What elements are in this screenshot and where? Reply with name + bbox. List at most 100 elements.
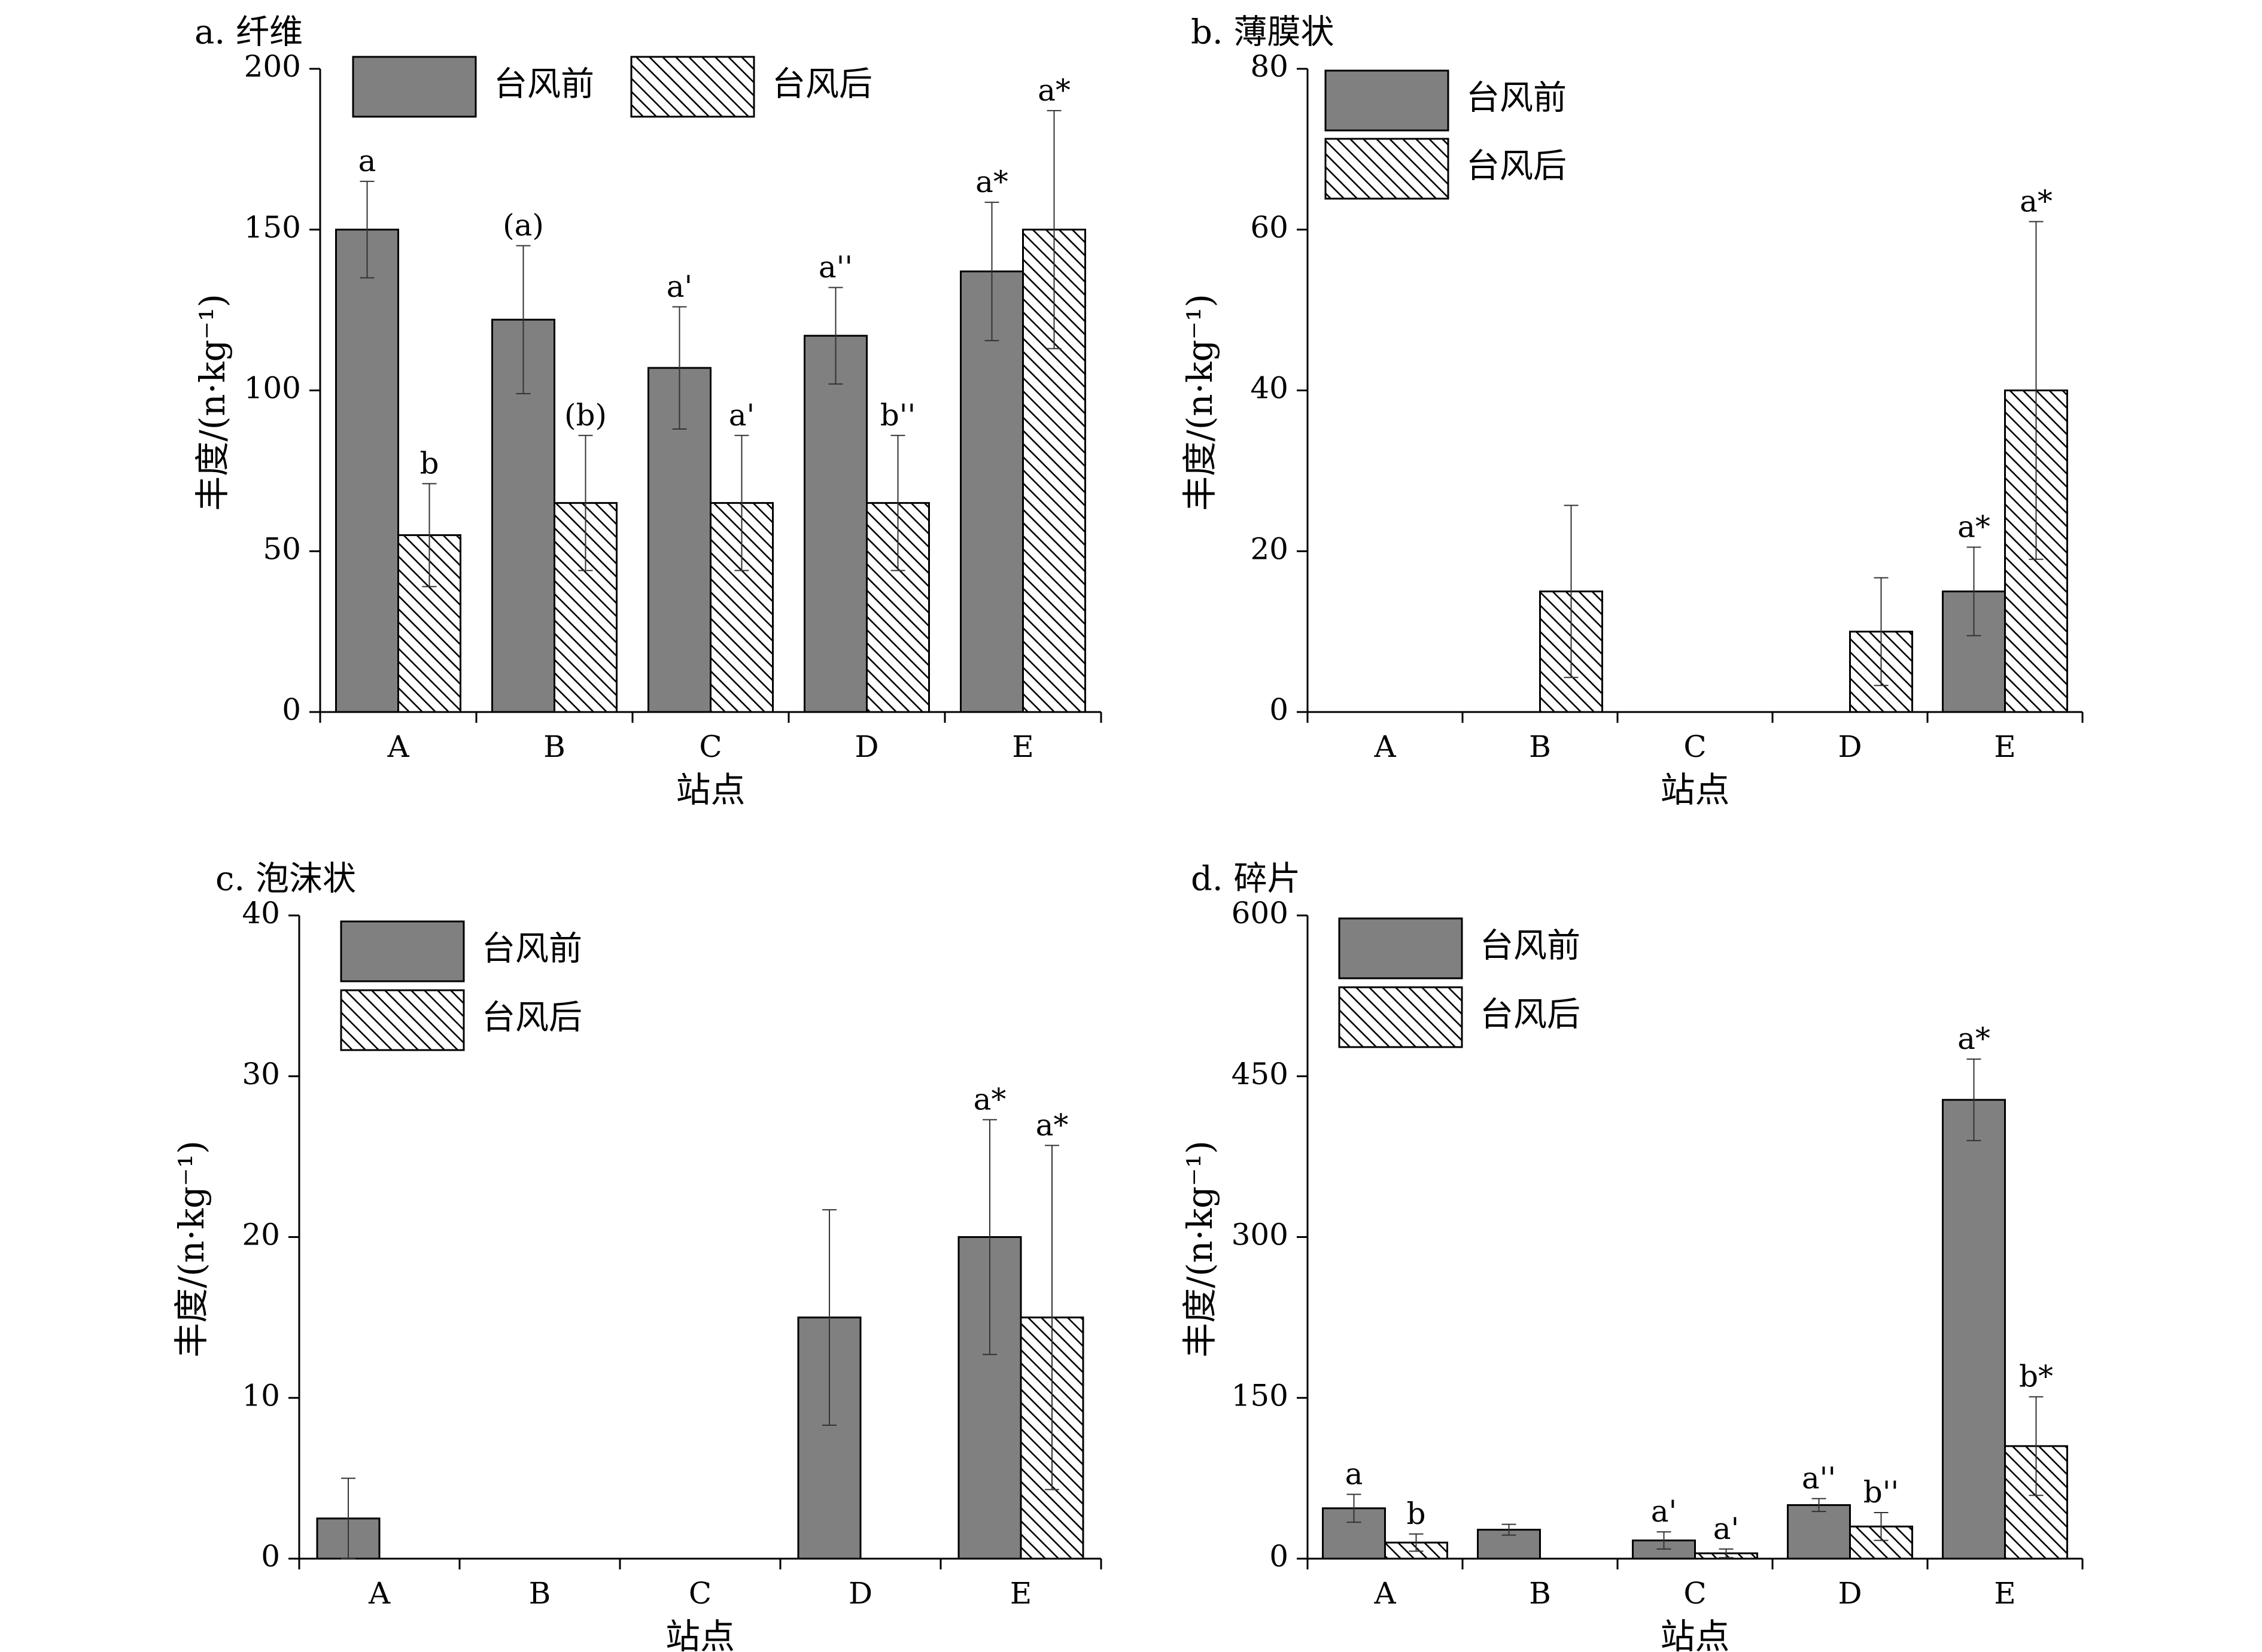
bar-before bbox=[335, 229, 399, 713]
y-axis-title: 丰度/(n·kg⁻¹) bbox=[192, 294, 233, 511]
legend-before-label: 台风前 bbox=[482, 930, 582, 969]
chart-panel-d: d. 碎片 0 150 300 450 600 A B C D E 站点 丰度/(n·kg⁻¹) a a' a… bbox=[1179, 860, 2084, 1652]
significance-label: a'' bbox=[1802, 1461, 1836, 1496]
significance-label: a' bbox=[729, 398, 755, 433]
y-tick-label: 0 bbox=[261, 1539, 280, 1574]
x-axis-title: 站点 bbox=[676, 769, 745, 810]
legend-after-swatch bbox=[340, 989, 465, 1051]
legend-before-swatch bbox=[352, 56, 477, 118]
y-tick-label: 20 bbox=[1250, 531, 1288, 566]
bar-before bbox=[1787, 1504, 1851, 1560]
y-tick-label: 60 bbox=[1250, 210, 1288, 245]
x-tick-label: D bbox=[855, 729, 878, 764]
legend-before-swatch bbox=[340, 920, 465, 982]
significance-label: a* bbox=[2020, 184, 2053, 218]
x-tick-label: A bbox=[1373, 729, 1396, 764]
significance-label: a'' bbox=[819, 250, 853, 285]
x-tick-label: B bbox=[543, 729, 566, 764]
x-tick-label: E bbox=[1010, 1576, 1032, 1611]
x-tick-label: A bbox=[368, 1576, 391, 1611]
significance-label: a' bbox=[667, 269, 693, 304]
x-tick-label: B bbox=[1529, 729, 1551, 764]
significance-label: b'' bbox=[880, 398, 916, 433]
legend-before-label: 台风前 bbox=[1480, 927, 1580, 966]
chart-panel-a: a. 纤维 0 50 100 150 200 A B C D E 站点 丰度/(n·kg⁻¹) a (a) a… bbox=[192, 13, 1102, 810]
bar-before bbox=[491, 318, 555, 713]
significance-label: b bbox=[1406, 1496, 1425, 1531]
y-tick-label: 40 bbox=[242, 896, 280, 930]
legend-after-label: 台风后 bbox=[482, 999, 582, 1038]
x-tick-label: D bbox=[1838, 1576, 1862, 1611]
legend-after-label: 台风后 bbox=[1466, 147, 1567, 186]
chart-panel-b: b. 薄膜状 0 20 40 60 80 A B C D E 站点 丰度/(n·kg⁻¹) a* a* 台风前… bbox=[1179, 13, 2084, 810]
bar-before bbox=[960, 270, 1024, 713]
x-tick-label: C bbox=[689, 1576, 712, 1611]
y-tick-label: 50 bbox=[263, 531, 301, 566]
panel-title: b. 薄膜状 bbox=[1191, 13, 1334, 52]
significance-label: a* bbox=[1957, 1021, 1990, 1056]
y-axis-title: 丰度/(n·kg⁻¹) bbox=[1179, 1140, 1220, 1358]
y-tick-label: 80 bbox=[1250, 49, 1288, 84]
legend-after-swatch bbox=[1324, 138, 1449, 200]
x-axis-title: 站点 bbox=[1660, 769, 1729, 810]
significance-label: a* bbox=[1957, 510, 1990, 544]
legend-after-label: 台风后 bbox=[1480, 996, 1580, 1035]
x-tick-label: A bbox=[1373, 1576, 1396, 1611]
y-tick-label: 0 bbox=[282, 692, 301, 727]
significance-label: (b) bbox=[564, 398, 607, 433]
x-tick-label: B bbox=[529, 1576, 551, 1611]
significance-label: a* bbox=[975, 165, 1008, 199]
bar-before bbox=[1942, 1099, 2006, 1560]
x-tick-label: E bbox=[1994, 1576, 2016, 1611]
x-tick-label: C bbox=[1683, 1576, 1706, 1611]
y-tick-label: 0 bbox=[1269, 692, 1288, 727]
y-axis-title: 丰度/(n·kg⁻¹) bbox=[171, 1140, 212, 1358]
x-tick-label: E bbox=[1012, 729, 1034, 764]
legend-before-swatch bbox=[1338, 917, 1463, 979]
panel-title: a. 纤维 bbox=[194, 13, 303, 52]
x-tick-label: E bbox=[1994, 729, 2016, 764]
significance-label: a* bbox=[1036, 1108, 1069, 1142]
x-tick-label: A bbox=[387, 729, 409, 764]
y-tick-label: 600 bbox=[1232, 896, 1288, 930]
significance-label: b* bbox=[2019, 1359, 2053, 1394]
x-axis-title: 站点 bbox=[1660, 1616, 1729, 1652]
significance-label: a bbox=[1345, 1457, 1363, 1492]
legend-after-swatch bbox=[1338, 986, 1463, 1048]
x-tick-label: B bbox=[1529, 1576, 1551, 1611]
significance-label: a bbox=[358, 144, 376, 178]
y-tick-label: 40 bbox=[1250, 371, 1288, 406]
significance-label: b bbox=[419, 446, 439, 480]
y-tick-label: 10 bbox=[242, 1378, 280, 1413]
y-tick-label: 100 bbox=[244, 371, 301, 406]
bar-before bbox=[804, 334, 868, 713]
x-tick-label: C bbox=[699, 729, 722, 764]
y-tick-label: 0 bbox=[1269, 1539, 1288, 1574]
y-tick-label: 150 bbox=[244, 210, 301, 245]
legend-after-label: 台风后 bbox=[772, 65, 872, 104]
significance-label: a* bbox=[974, 1082, 1007, 1116]
x-axis-title: 站点 bbox=[665, 1616, 735, 1652]
x-tick-label: D bbox=[1838, 729, 1862, 764]
y-tick-label: 30 bbox=[242, 1057, 280, 1091]
y-tick-label: 450 bbox=[1232, 1057, 1288, 1091]
significance-label: a' bbox=[1651, 1494, 1677, 1529]
y-tick-label: 20 bbox=[242, 1218, 280, 1252]
panel-title: d. 碎片 bbox=[1191, 860, 1300, 899]
legend-before-label: 台风前 bbox=[494, 65, 594, 104]
y-tick-label: 150 bbox=[1232, 1378, 1288, 1413]
chart-panel-c: c. 泡沫状 0 10 20 30 40 A B C D E 站点 丰度/(n·kg⁻¹) a* a* 台风前… bbox=[171, 860, 1102, 1652]
panel-title: c. 泡沫状 bbox=[215, 860, 356, 899]
significance-label: a* bbox=[1038, 73, 1071, 108]
significance-label: b'' bbox=[1863, 1475, 1899, 1510]
x-tick-label: D bbox=[849, 1576, 872, 1611]
y-tick-label: 300 bbox=[1232, 1218, 1288, 1252]
legend-before-swatch bbox=[1324, 69, 1449, 132]
y-axis-title: 丰度/(n·kg⁻¹) bbox=[1179, 294, 1220, 511]
legend-after-swatch bbox=[630, 56, 755, 118]
significance-label: a' bbox=[1713, 1511, 1740, 1546]
y-tick-label: 200 bbox=[244, 49, 301, 84]
significance-label: (a) bbox=[503, 208, 544, 243]
x-tick-label: C bbox=[1683, 729, 1706, 764]
